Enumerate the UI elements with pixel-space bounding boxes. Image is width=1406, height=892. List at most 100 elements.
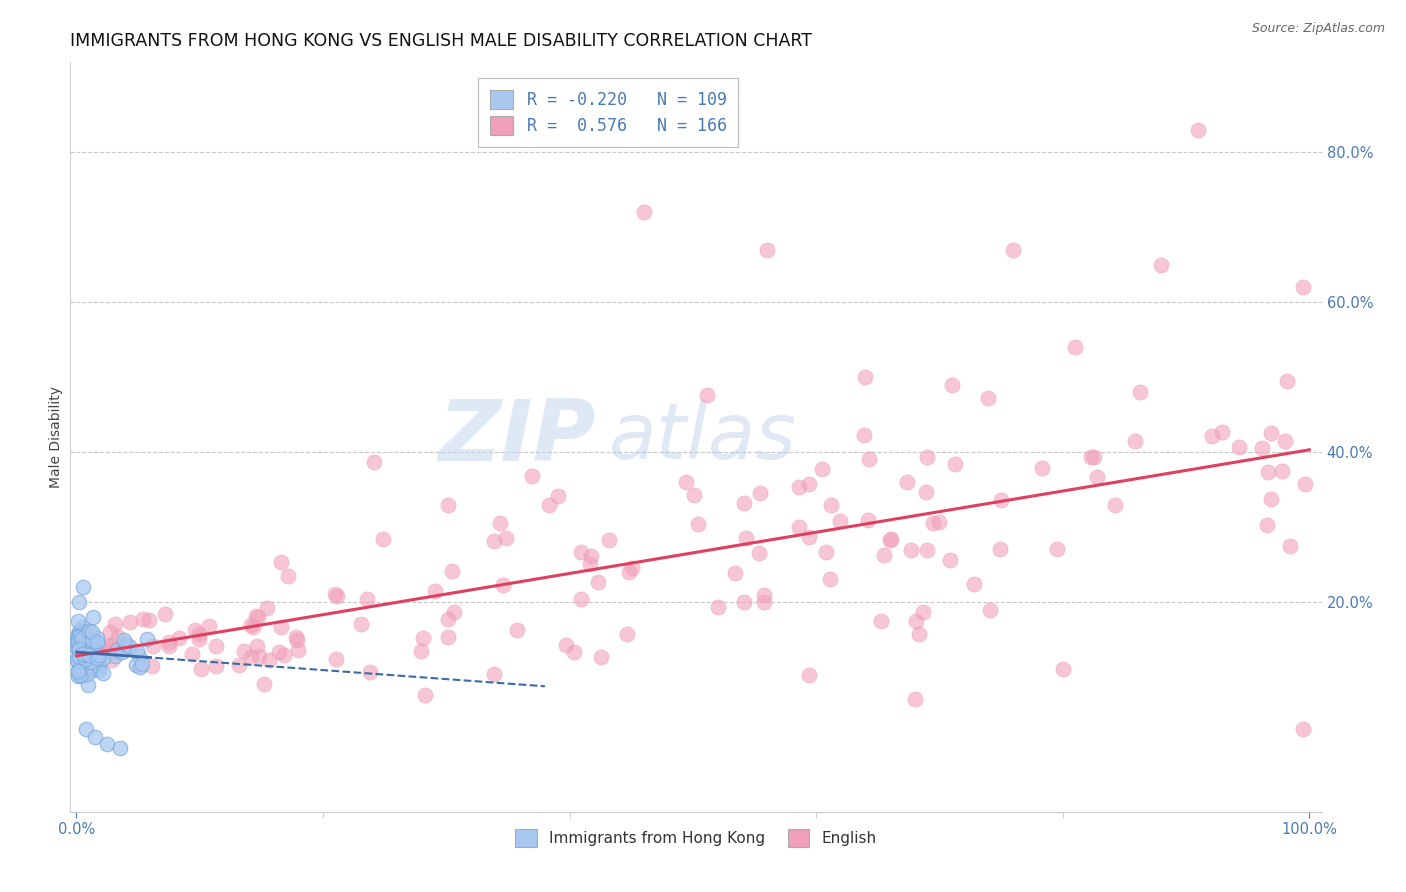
Point [707,600,730,615]
Point [66,632,89,647]
Point [98,624,121,639]
Point [273,648,295,662]
Point [70,669,93,683]
Point [187,632,209,646]
Point [1260,491,1282,506]
Point [912,606,935,620]
Point [105,643,128,657]
Point [111,642,134,657]
Point [799,530,821,544]
Point [86,651,108,665]
Point [72,632,94,646]
Point [66,641,89,656]
Point [350,617,373,632]
Point [928,515,950,529]
Point [77,648,100,663]
Point [67,654,90,668]
Point [66,652,89,666]
Point [748,546,770,560]
Point [67,648,90,663]
Point [65,635,87,649]
Point [80,632,103,647]
Point [873,548,896,562]
Point [443,605,465,619]
Point [76,648,98,663]
Point [73,663,96,677]
Point [943,457,966,471]
Point [242,620,264,634]
Point [67,625,90,640]
Point [1292,280,1315,294]
Point [633,205,655,219]
Point [120,615,142,630]
Point [83,646,105,660]
Legend: Immigrants from Hong Kong, English: Immigrants from Hong Kong, English [509,823,883,853]
Point [79,628,101,642]
Point [752,588,775,602]
Point [141,658,163,673]
Point [748,485,770,500]
Point [91,651,114,665]
Point [941,377,963,392]
Point [205,639,228,653]
Point [267,645,290,659]
Point [80,633,103,648]
Point [482,666,505,681]
Text: atlas: atlas [609,399,796,475]
Point [1083,450,1105,465]
Point [915,542,938,557]
Point [75,648,97,663]
Point [83,664,105,678]
Point [70,633,93,648]
Point [900,542,922,557]
Point [97,640,120,654]
Point [75,665,97,680]
Point [84,730,107,744]
Point [138,613,160,627]
Point [1277,374,1299,388]
Point [904,615,927,629]
Point [880,532,903,546]
Point [921,516,943,530]
Point [107,630,129,644]
Point [1123,434,1146,448]
Point [197,619,219,633]
Point [76,644,98,658]
Point [853,427,876,442]
Point [733,496,755,510]
Point [797,668,820,682]
Point [77,677,100,691]
Point [96,737,118,751]
Point [285,633,308,648]
Point [167,632,190,646]
Point [69,624,91,639]
Point [104,616,127,631]
Point [239,650,262,665]
Point [879,533,901,547]
Point [617,565,640,579]
Point [66,653,89,667]
Point [1211,425,1233,440]
Point [67,595,90,609]
Point [246,639,269,653]
Point [67,630,90,644]
Point [239,617,262,632]
Point [84,645,107,659]
Point [325,652,347,666]
Point [579,557,602,571]
Point [183,623,205,637]
Point [675,475,697,489]
Point [67,641,90,656]
Point [870,614,893,628]
Point [72,636,94,650]
Point [247,648,270,663]
Point [66,642,89,657]
Point [82,625,104,640]
Point [620,561,643,575]
Point [86,632,108,646]
Point [96,643,118,657]
Point [77,651,100,665]
Point [423,583,446,598]
Point [87,659,110,673]
Point [598,533,620,548]
